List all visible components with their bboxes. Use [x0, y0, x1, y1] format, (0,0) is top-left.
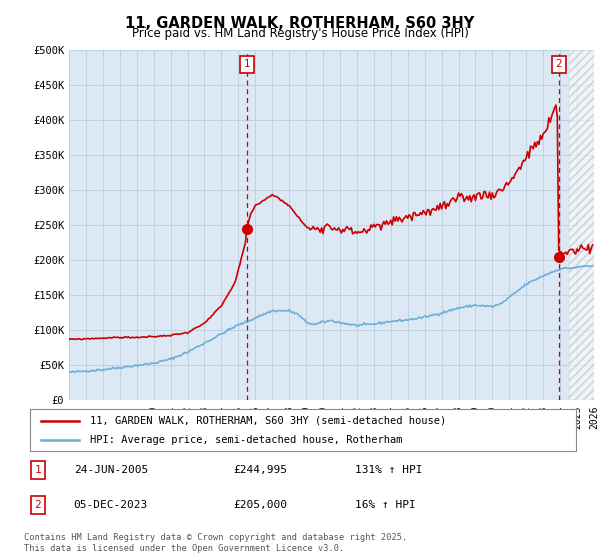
Text: 2: 2 [34, 500, 41, 510]
Text: 05-DEC-2023: 05-DEC-2023 [74, 500, 148, 510]
Text: £244,995: £244,995 [234, 465, 288, 475]
Text: HPI: Average price, semi-detached house, Rotherham: HPI: Average price, semi-detached house,… [90, 435, 403, 445]
Text: 131% ↑ HPI: 131% ↑ HPI [355, 465, 422, 475]
Text: 2: 2 [556, 59, 562, 69]
Text: Contains HM Land Registry data © Crown copyright and database right 2025.
This d: Contains HM Land Registry data © Crown c… [24, 533, 407, 553]
Text: Price paid vs. HM Land Registry's House Price Index (HPI): Price paid vs. HM Land Registry's House … [131, 27, 469, 40]
Text: 24-JUN-2005: 24-JUN-2005 [74, 465, 148, 475]
Text: 11, GARDEN WALK, ROTHERHAM, S60 3HY (semi-detached house): 11, GARDEN WALK, ROTHERHAM, S60 3HY (sem… [90, 416, 446, 426]
Text: 1: 1 [244, 59, 250, 69]
Text: £205,000: £205,000 [234, 500, 288, 510]
Text: 1: 1 [34, 465, 41, 475]
Text: 11, GARDEN WALK, ROTHERHAM, S60 3HY: 11, GARDEN WALK, ROTHERHAM, S60 3HY [125, 16, 475, 31]
Text: 16% ↑ HPI: 16% ↑ HPI [355, 500, 416, 510]
